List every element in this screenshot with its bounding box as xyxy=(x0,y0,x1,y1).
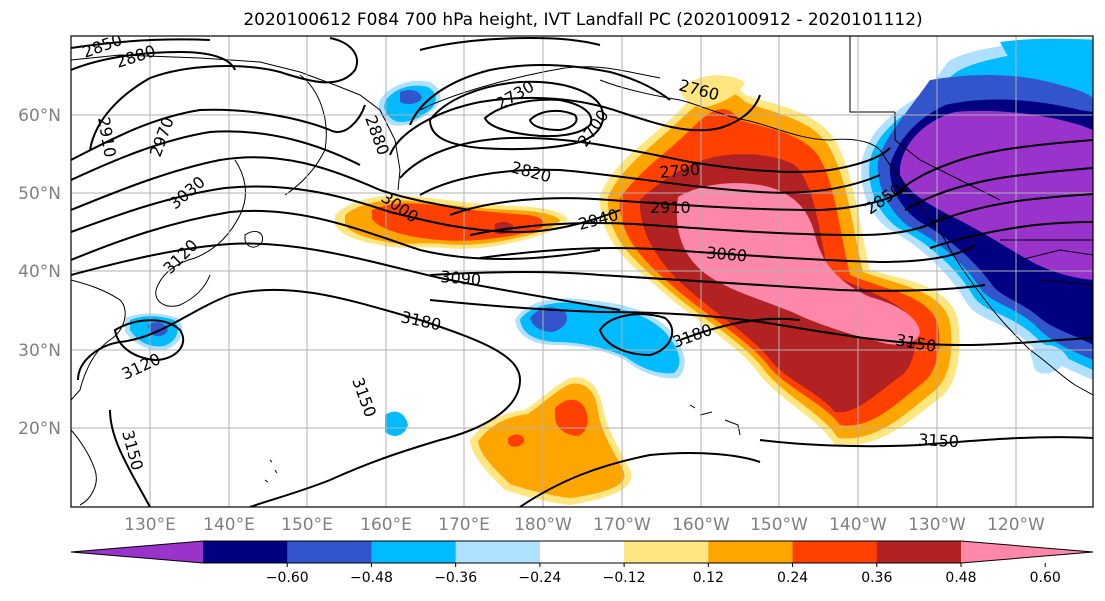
lat-label: 50°N xyxy=(18,184,61,204)
colorbar-segment xyxy=(371,541,457,563)
colorbar-segment xyxy=(455,541,541,563)
colorbar-tick-label: −0.36 xyxy=(434,570,477,586)
graticule xyxy=(71,36,1093,507)
colorbar-segment xyxy=(203,541,288,563)
colorbar-segment xyxy=(287,541,372,563)
colorbar-segment xyxy=(708,541,794,563)
ivt-positive-south xyxy=(470,377,632,505)
lon-label: 160°W xyxy=(672,515,730,535)
height-contours xyxy=(71,36,1093,507)
colorbar-outline xyxy=(70,540,1094,564)
lat-label: 20°N xyxy=(18,419,61,439)
colorbar-tick-label: −0.24 xyxy=(518,570,561,586)
latitude-labels: 60°N 50°N 40°N 30°N 20°N xyxy=(18,106,61,439)
colorbar-extend-high xyxy=(961,541,1093,563)
lon-label: 150°E xyxy=(281,515,333,535)
colorbar-tick-label: 0.36 xyxy=(861,570,892,586)
lat-label: 30°N xyxy=(18,341,61,361)
lon-label: 150°W xyxy=(750,515,808,535)
lon-label: 130°E xyxy=(124,515,176,535)
coastlines xyxy=(71,36,1093,506)
contour-label: 3090 xyxy=(440,267,482,289)
colorbar-tick-label: 0.60 xyxy=(1030,570,1061,586)
longitude-labels: 130°E 140°E 150°E 160°E 170°E 180°W 170°… xyxy=(124,515,1045,535)
colorbar-tick-label: −0.60 xyxy=(266,570,309,586)
contour-label: 3060 xyxy=(706,243,748,265)
colorbar: −0.60 −0.48 −0.36 −0.24 −0.12 0.12 0.24 0.36 0.4… xyxy=(70,540,1094,586)
map-frame xyxy=(70,35,1094,508)
colorbar-segment xyxy=(876,541,962,563)
lon-label: 170°W xyxy=(593,515,651,535)
map-title: 2020100612 F084 700 hPa height, IVT Land… xyxy=(243,10,922,30)
lon-label: 180°W xyxy=(514,515,572,535)
lon-label: 140°W xyxy=(829,515,887,535)
colorbar-tick-label: 0.24 xyxy=(777,570,808,586)
colorbar-tick-label: 0.12 xyxy=(693,570,724,586)
contour-label: 2790 xyxy=(659,160,701,182)
lon-label: 170°E xyxy=(438,515,490,535)
colorbar-segment xyxy=(539,541,625,563)
contour-label: 3150 xyxy=(918,430,960,451)
lon-label: 120°W xyxy=(987,515,1045,535)
map-area: 2850 2880 2910 2970 3030 3120 3120 3150 … xyxy=(71,36,1093,507)
colorbar-segment xyxy=(792,541,878,563)
colorbar-extend-low xyxy=(71,541,203,563)
colorbar-tick-label: 0.48 xyxy=(945,570,976,586)
colorbar-tick-label: −0.48 xyxy=(350,570,393,586)
colorbar-tick-label: −0.12 xyxy=(603,570,646,586)
lon-label: 140°E xyxy=(203,515,255,535)
lon-label: 160°E xyxy=(360,515,412,535)
lat-label: 40°N xyxy=(18,262,61,282)
colorbar-segment xyxy=(624,541,709,563)
lat-label: 60°N xyxy=(18,106,61,126)
lon-label: 130°W xyxy=(908,515,966,535)
contour-label: 2910 xyxy=(650,198,691,217)
